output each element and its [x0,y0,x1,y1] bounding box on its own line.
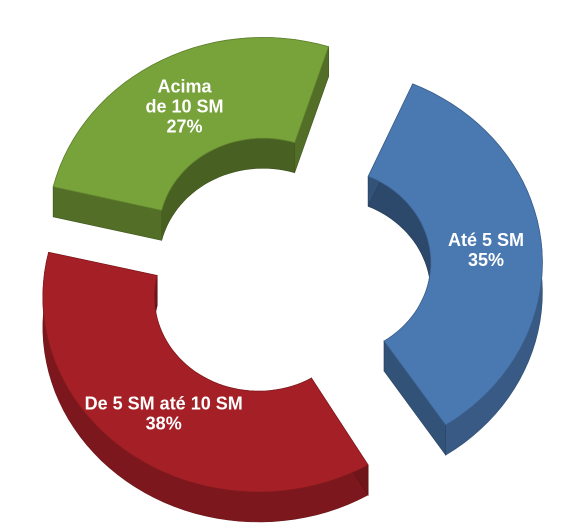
data-label-line: de 10 SM [145,97,223,117]
data-label-line: 38% [146,413,182,433]
data-label-line: 35% [468,250,504,270]
data-label-line: 27% [166,117,202,137]
data-label-line: De 5 SM até 10 SM [85,393,243,413]
data-label-de-5-sm-ate-10-sm: De 5 SM até 10 SM 38% [85,393,243,433]
data-label-acima-de-10-sm: Acima de 10 SM 27% [145,77,223,137]
data-label-line: Acima [157,77,212,97]
slice-tops [42,37,543,493]
slice-ate-5-sm [367,83,543,426]
data-label-line: Até 5 SM [448,230,524,250]
data-label-ate-5-sm: Até 5 SM 35% [448,230,524,270]
slice-de-5-sm-ate-10-sm [42,251,369,493]
slice-labels: Até 5 SM 35% De 5 SM até 10 SM 38% Acima de 1… [85,77,524,434]
slice-acima-de-10-sm [52,37,330,211]
